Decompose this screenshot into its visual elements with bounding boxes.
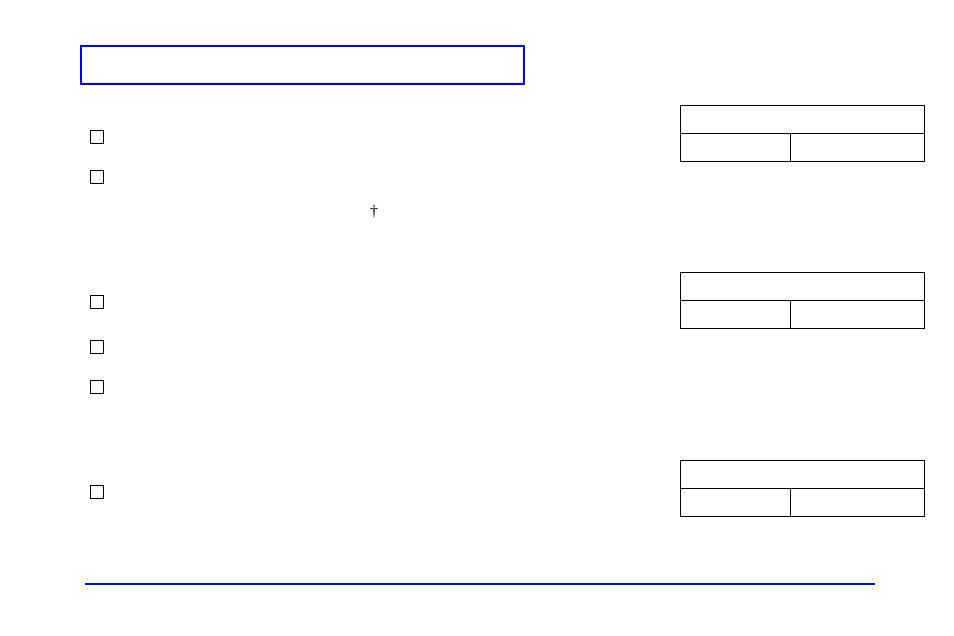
table-1: [680, 105, 925, 162]
table-2-header: [681, 273, 925, 301]
table-3-header: [681, 461, 925, 489]
dagger-symbol: †: [370, 203, 378, 221]
checkbox-5[interactable]: [90, 380, 104, 394]
title-box: [80, 45, 525, 85]
table-2: [680, 272, 925, 329]
table-1-cell-0-1: [790, 134, 924, 162]
table-1-cell-0-0: [681, 134, 791, 162]
table-2-cell-0-0: [681, 301, 791, 329]
table-3-cell-0-0: [681, 489, 791, 517]
table-1-header: [681, 106, 925, 134]
checkbox-1[interactable]: [90, 130, 104, 144]
section-divider: [85, 583, 875, 585]
table-3-cell-0-1: [790, 489, 924, 517]
checkbox-4[interactable]: [90, 340, 104, 354]
table-2-cell-0-1: [790, 301, 924, 329]
checkbox-6[interactable]: [90, 485, 104, 499]
checkbox-3[interactable]: [90, 295, 104, 309]
checkbox-2[interactable]: [90, 170, 104, 184]
table-3: [680, 460, 925, 517]
